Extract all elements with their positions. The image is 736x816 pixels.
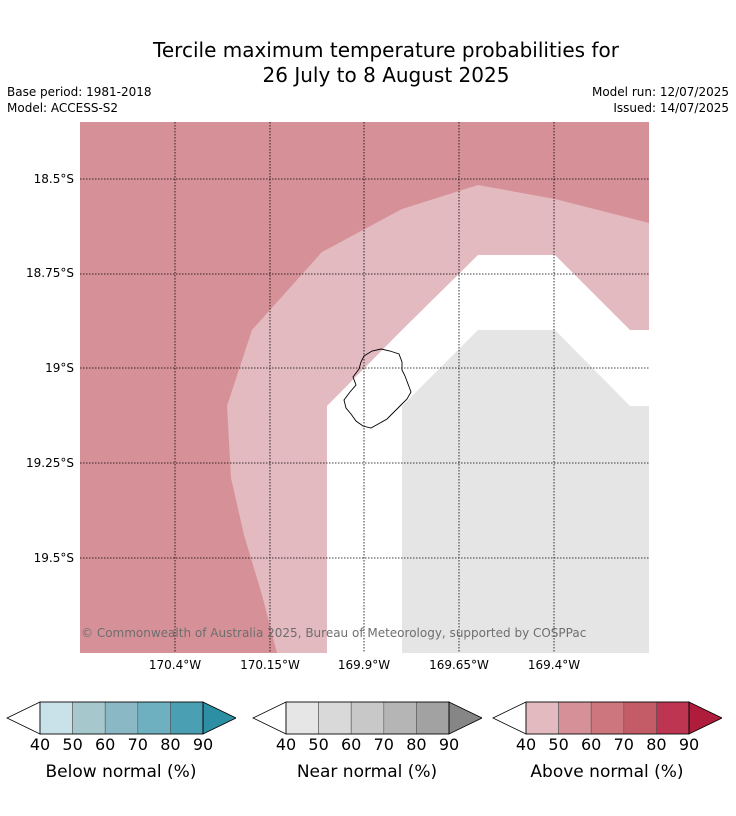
- colorbar-label: Below normal (%): [45, 762, 197, 782]
- colorbar-graphic: [252, 701, 482, 735]
- near-normal-colorbar: 40 50 60 70 80 90 Near normal (%): [252, 700, 482, 800]
- colorbar-graphic: [6, 701, 236, 735]
- colorbar-tick-60: 60: [581, 735, 602, 754]
- colorbar-tick-40: 40: [275, 735, 297, 754]
- colorbar-tick-80: 80: [646, 735, 667, 754]
- model-run: Model run: 12/07/2025: [591, 85, 729, 99]
- colorbar-extend-low: [492, 701, 527, 735]
- colorbar-tick-80: 80: [160, 735, 181, 754]
- below-normal-colorbar: 40 50 60 70 80 90 Below normal (%): [6, 700, 236, 800]
- colorbar-swatch-60: [590, 701, 625, 735]
- colorbar-swatch-70: [623, 701, 657, 735]
- island-coastline: [343, 348, 412, 429]
- colorbar-swatch-40: [525, 701, 559, 735]
- lon-label-169-4: 169.4°W: [527, 658, 581, 672]
- colorbar-tick-70: 70: [613, 735, 634, 754]
- map-title: Tercile maximum temperature probabilitie…: [0, 38, 736, 88]
- colorbar-tick-40: 40: [29, 735, 51, 754]
- issued-date: Issued: 14/07/2025: [613, 101, 729, 115]
- base-period: Base period: 1981-2018: [7, 85, 152, 99]
- meta-left: Base period: 1981-2018 Model: ACCESS-S2: [7, 84, 152, 116]
- title-line-2: 26 July to 8 August 2025: [262, 63, 510, 87]
- colorbar-tick-90: 90: [192, 735, 214, 754]
- colorbar-swatch-60: [104, 701, 139, 735]
- lat-label-18-5: 18.5°S: [33, 172, 74, 186]
- colorbar-extend-high: [202, 701, 236, 735]
- colorbar-tick-50: 50: [62, 735, 83, 754]
- colorbar-tick-80: 80: [406, 735, 427, 754]
- colorbar-swatch-80: [416, 701, 450, 735]
- colorbar-extend-high: [448, 701, 482, 735]
- meta-right: Model run: 12/07/2025 Issued: 14/07/2025: [592, 84, 729, 116]
- colorbar-swatch-40: [285, 701, 319, 735]
- colorbar-swatch-80: [656, 701, 690, 735]
- colorbar-tick-70: 70: [127, 735, 148, 754]
- lon-label-170-15: 170.15°W: [240, 658, 300, 672]
- colorbar-extend-low: [6, 701, 41, 735]
- above-normal-colorbar: 40 50 60 70 80 90 Above normal (%): [492, 700, 722, 800]
- colorbar-tick-70: 70: [373, 735, 394, 754]
- colorbar-tick-60: 60: [95, 735, 116, 754]
- colorbar-tick-90: 90: [678, 735, 700, 754]
- colorbar-tick-40: 40: [515, 735, 537, 754]
- lon-label-169-9: 169.9°W: [337, 658, 391, 672]
- colorbar-swatch-80: [170, 701, 204, 735]
- colorbar-extend-low: [252, 701, 287, 735]
- colorbar-label: Near normal (%): [296, 762, 438, 782]
- colorbar-label: Above normal (%): [530, 762, 684, 782]
- lat-label-19-5: 19.5°S: [33, 551, 74, 565]
- colorbar-swatch-50: [72, 701, 106, 735]
- lat-label-19-25: 19.25°S: [26, 456, 74, 470]
- lon-label-170-4: 170.4°W: [148, 658, 202, 672]
- lat-label-18-75: 18.75°S: [26, 266, 74, 280]
- colorbar-graphic: [492, 701, 722, 735]
- gridlines: [80, 122, 649, 653]
- region-near-40-50: [402, 330, 649, 653]
- colorbar-swatch-70: [137, 701, 171, 735]
- colorbar-tick-50: 50: [548, 735, 569, 754]
- model-name: Model: ACCESS-S2: [7, 101, 119, 115]
- colorbar-swatch-40: [39, 701, 73, 735]
- colorbar-swatch-50: [318, 701, 352, 735]
- colorbar-tick-50: 50: [308, 735, 329, 754]
- colorbar-swatch-60: [350, 701, 385, 735]
- colorbar-tick-60: 60: [341, 735, 362, 754]
- lon-label-169-65: 169.65°W: [429, 658, 489, 672]
- title-line-1: Tercile maximum temperature probabilitie…: [153, 38, 619, 62]
- colorbar-tick-90: 90: [438, 735, 460, 754]
- colorbar-swatch-70: [383, 701, 417, 735]
- colorbar-swatch-50: [558, 701, 592, 735]
- copyright-notice: © Commonwealth of Australia 2025, Bureau…: [81, 626, 587, 640]
- lat-label-19: 19°S: [45, 361, 74, 375]
- colorbar-extend-high: [688, 701, 722, 735]
